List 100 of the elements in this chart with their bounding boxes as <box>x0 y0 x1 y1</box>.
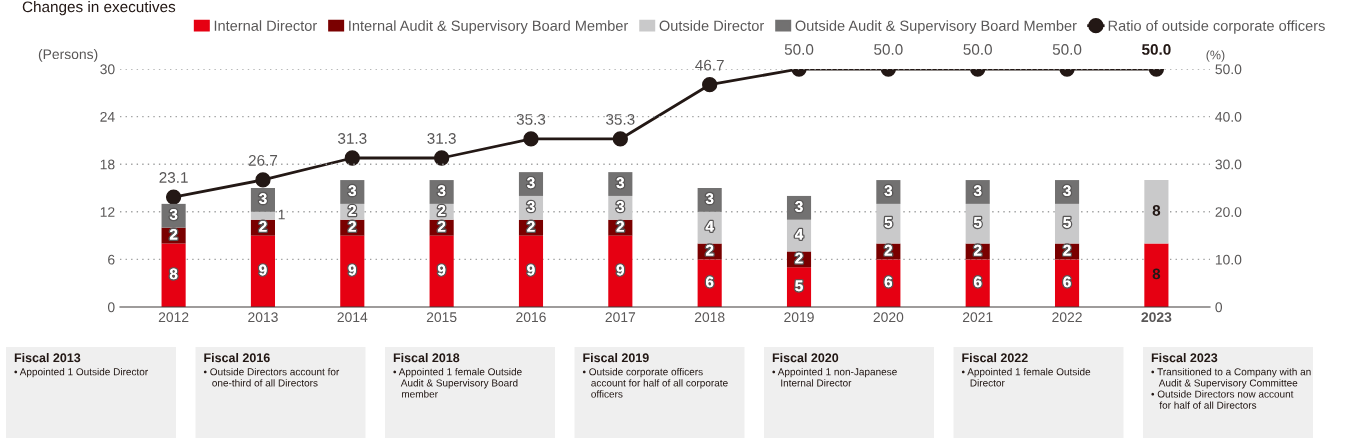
data-label: 3 <box>616 201 625 212</box>
x-tick-label: 2023 <box>1141 312 1172 323</box>
text: Fiscal 2016 • Outside Directors account for one-third of all Directors <box>203 353 340 387</box>
text: Fiscal 2019 • Outside corporate officers account for half of all corporate officers <box>582 353 728 398</box>
data-label: 4 <box>705 221 714 232</box>
bar <box>250 211 276 220</box>
legend-label: Internal Director <box>214 20 317 31</box>
x-tick-label: 2014 <box>337 312 368 323</box>
x-tick-label: 2016 <box>516 312 546 323</box>
bar <box>250 235 276 307</box>
y-tick-label: 0 <box>107 302 115 313</box>
data-label: 9 <box>616 264 625 276</box>
data-label: 3 <box>259 193 267 205</box>
data-label: 2 <box>437 220 446 232</box>
data-label: 2 <box>884 244 892 256</box>
data-label: 2 <box>348 205 356 216</box>
chart-title: Changes in executives <box>22 1 176 16</box>
bar <box>340 235 365 307</box>
data-label: 6 <box>705 276 714 288</box>
y-tick-label: 24 <box>100 111 115 122</box>
data-label: 35.3 <box>516 114 546 125</box>
data-label: 8 <box>1152 268 1161 280</box>
x-tick-label: 2017 <box>605 312 636 323</box>
data-label: 50.0 <box>784 44 814 55</box>
data-label: 50.0 <box>874 44 903 55</box>
x-tick-label: 2019 <box>784 312 814 323</box>
data-label: 3 <box>1063 185 1071 197</box>
data-label: 2 <box>705 244 714 256</box>
point <box>523 131 539 147</box>
data-label: 6 <box>1063 276 1071 288</box>
bar <box>518 235 544 307</box>
legend-label: Outside Audit & Supervisory Board Member <box>795 20 1077 34</box>
data-label: 31.3 <box>338 133 367 144</box>
x-tick-label: 2022 <box>1052 312 1082 323</box>
data-label: 1 <box>278 209 285 220</box>
text: Fiscal 2023 • Transitioned to a Company with an Audit & Supervisory Committee • Outside Directors now account for half of all Directors <box>1151 353 1311 409</box>
data-label: 2 <box>259 220 267 232</box>
x-tick-label: 2018 <box>694 312 725 323</box>
data-label: 3 <box>973 185 982 197</box>
point <box>255 172 271 188</box>
data-label: 2 <box>437 205 446 216</box>
data-label: 31.3 <box>427 133 456 144</box>
x-tick-label: 2012 <box>158 312 189 323</box>
data-label: 46.7 <box>695 59 724 71</box>
bar <box>161 243 186 307</box>
bar <box>608 235 633 307</box>
data-label: 3 <box>527 201 535 212</box>
data-label: 9 <box>527 264 535 276</box>
text: Fiscal 2020 • Appointed 1 non-Japanese Internal Director <box>772 353 897 387</box>
data-label: 9 <box>437 264 446 276</box>
legend-label: Ratio of outside corporate officers <box>1108 20 1325 34</box>
y-tick-label: 18 <box>100 159 115 170</box>
data-label: 5 <box>884 217 893 228</box>
y-axis-title: (Persons) <box>38 48 98 62</box>
x-tick-label: 2013 <box>248 312 278 323</box>
data-label: 2 <box>973 244 982 256</box>
data-label: 2 <box>616 220 624 232</box>
x-tick-label: 2015 <box>426 312 457 323</box>
data-label: 50.0 <box>1142 44 1171 55</box>
data-label: 8 <box>1152 205 1161 216</box>
y2-tick-label: 40.0 <box>1215 111 1242 122</box>
legend-label: Internal Audit & Supervisory Board Member <box>349 20 629 34</box>
data-label: 2 <box>348 220 356 232</box>
y-tick-label: 30 <box>100 64 115 75</box>
data-label: 9 <box>348 264 356 276</box>
data-label: 3 <box>527 177 535 189</box>
legend-label: Outside Director <box>659 20 765 31</box>
data-label: 6 <box>974 276 982 288</box>
data-label: 3 <box>705 193 714 205</box>
point <box>612 131 628 147</box>
point <box>433 150 450 166</box>
x-tick-label: 2021 <box>962 312 993 323</box>
y2-tick-label: 50.0 <box>1215 64 1242 75</box>
data-label: 50.0 <box>1052 44 1082 55</box>
data-label: 2 <box>1063 244 1071 256</box>
y2-tick-label: 30.0 <box>1215 159 1242 170</box>
data-label: 50.0 <box>963 44 992 55</box>
data-label: 2 <box>169 228 178 240</box>
data-label: 5 <box>795 280 803 292</box>
point <box>344 150 360 166</box>
bar <box>1144 243 1169 307</box>
bar <box>429 235 454 307</box>
y2-axis-title: (%) <box>1206 50 1225 62</box>
y2-tick-label: 20.0 <box>1215 207 1242 217</box>
text: Fiscal 2013 • Appointed 1 Outside Director <box>14 353 148 378</box>
data-label: 2 <box>795 252 803 264</box>
data-label: 26.7 <box>248 154 278 166</box>
data-label: 2 <box>527 220 535 232</box>
text: Fiscal 2022 • Appointed 1 female Outside Director <box>961 353 1091 387</box>
data-label: 23.1 <box>159 172 188 183</box>
text: Fiscal 2018 • Appointed 1 female Outside Audit & Supervisory Board member <box>393 353 522 398</box>
bar <box>1144 180 1169 244</box>
data-label: 9 <box>259 264 267 276</box>
data-label: 5 <box>973 217 982 228</box>
data-label: 3 <box>884 185 893 197</box>
data-label: 4 <box>795 229 804 240</box>
data-label: 8 <box>169 268 178 280</box>
point <box>165 189 182 205</box>
data-label: 3 <box>616 177 625 189</box>
data-label: 5 <box>1063 217 1071 228</box>
